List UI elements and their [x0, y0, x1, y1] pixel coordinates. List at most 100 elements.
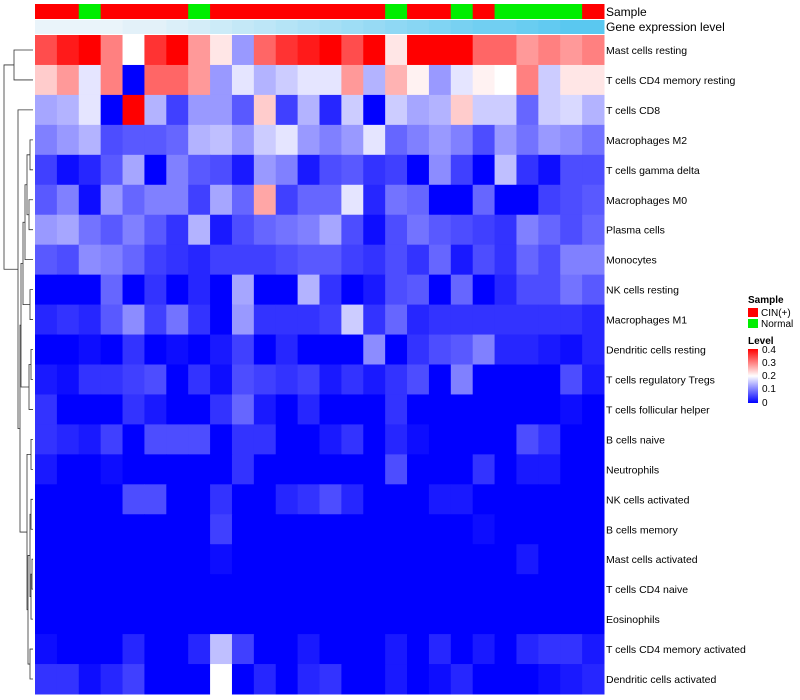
heatmap-cell [472, 64, 496, 96]
sample-anno-cell [341, 4, 364, 19]
heatmap-cell [100, 544, 124, 575]
heatmap-cell [35, 244, 58, 276]
heatmap-cell [210, 544, 233, 575]
row-label: Mast cells resting [606, 45, 687, 57]
heatmap-cell [122, 35, 145, 66]
heatmap-cell [56, 244, 80, 276]
heatmap-cell [210, 94, 233, 126]
heatmap-cell [538, 334, 561, 365]
heatmap-cell [341, 304, 364, 336]
heatmap-cell [494, 334, 517, 365]
heatmap-cell [516, 214, 539, 246]
expression-anno-cell [210, 20, 233, 34]
heatmap-cell [275, 424, 299, 455]
heatmap-cell [275, 334, 299, 365]
heatmap-cell [35, 664, 58, 695]
heatmap-cell [231, 604, 255, 635]
expression-anno-cell [341, 20, 364, 34]
legend-label-cin: CIN(+) [761, 308, 791, 319]
heatmap-cell [253, 124, 277, 156]
heatmap-cell [253, 274, 277, 306]
heatmap-cell [450, 94, 474, 126]
heatmap-cell [210, 244, 233, 276]
dendrogram-branch [3, 64, 18, 270]
heatmap-cell [78, 94, 102, 126]
heatmap-cell [297, 184, 320, 216]
heatmap-cell [210, 214, 233, 246]
expression-anno-cell [319, 20, 342, 34]
expression-anno-cell [516, 20, 539, 34]
heatmap-cell [144, 364, 167, 395]
heatmap-cell [428, 484, 452, 515]
heatmap-cell [166, 514, 189, 545]
heatmap-cell [297, 664, 320, 695]
heatmap-cell [231, 574, 255, 605]
heatmap-cell [450, 544, 474, 575]
heatmap-cell [100, 454, 124, 485]
sample-anno-cell [56, 4, 80, 19]
heatmap-cell [582, 514, 605, 545]
heatmap-cell [78, 604, 102, 635]
heatmap-cell [144, 274, 167, 306]
heatmap-cell [122, 604, 145, 635]
heatmap-cell [582, 304, 605, 336]
heatmap-cell [363, 634, 386, 665]
heatmap-cell [35, 574, 58, 605]
heatmap-cell [494, 604, 517, 635]
sample-anno-cell [210, 4, 233, 19]
sample-anno-cell [560, 4, 583, 19]
heatmap-cell [166, 214, 189, 246]
heatmap-cell [144, 124, 167, 156]
heatmap-cell [166, 544, 189, 575]
row-label: Monocytes [606, 255, 657, 267]
heatmap-cell [363, 214, 386, 246]
heatmap-cell [253, 664, 277, 695]
heatmap-cell [78, 214, 102, 246]
heatmap-cell [538, 454, 561, 485]
heatmap-cell [188, 94, 211, 126]
heatmap-cell [35, 514, 58, 545]
heatmap-cell [582, 634, 605, 665]
heatmap-cell [100, 274, 124, 306]
heatmap-cell [188, 604, 211, 635]
expression-annotation-label: Gene expression level [606, 20, 725, 34]
heatmap-cell [450, 454, 474, 485]
row-label: Plasma cells [606, 225, 665, 237]
heatmap-cell [56, 394, 80, 425]
heatmap-cell [210, 574, 233, 605]
heatmap-cell [560, 154, 583, 186]
sample-anno-cell [319, 4, 342, 19]
expression-anno-cell [122, 20, 145, 34]
sample-anno-cell [100, 4, 124, 19]
legend-swatch-normal [748, 319, 758, 328]
heatmap-cell [275, 124, 299, 156]
heatmap-cell [450, 334, 474, 365]
heatmap-cell [450, 244, 474, 276]
heatmap-cell [363, 94, 386, 126]
heatmap-cell [100, 484, 124, 515]
heatmap-cell [297, 604, 320, 635]
heatmap-cell [231, 154, 255, 186]
heatmap-cell [188, 154, 211, 186]
heatmap-cell [122, 424, 145, 455]
heatmap-cell [494, 274, 517, 306]
heatmap-cell [560, 574, 583, 605]
heatmap-cell [275, 454, 299, 485]
expression-anno-cell [35, 20, 58, 34]
heatmap-cell [516, 394, 539, 425]
heatmap-cell [407, 35, 430, 66]
heatmap-cell [100, 634, 124, 665]
expression-anno-cell [363, 20, 386, 34]
heatmap-cell [275, 574, 299, 605]
heatmap-cell [275, 64, 299, 96]
heatmap-cell [516, 94, 539, 126]
dendrogram-branch [29, 289, 33, 320]
heatmap-cell [100, 604, 124, 635]
heatmap-cell [472, 604, 496, 635]
heatmap-cell [582, 64, 605, 96]
dendrogram-branch [22, 221, 30, 305]
heatmap-cell [78, 394, 102, 425]
expression-anno-cell [494, 20, 517, 34]
heatmap-cell [319, 544, 342, 575]
heatmap-cell [78, 484, 102, 515]
